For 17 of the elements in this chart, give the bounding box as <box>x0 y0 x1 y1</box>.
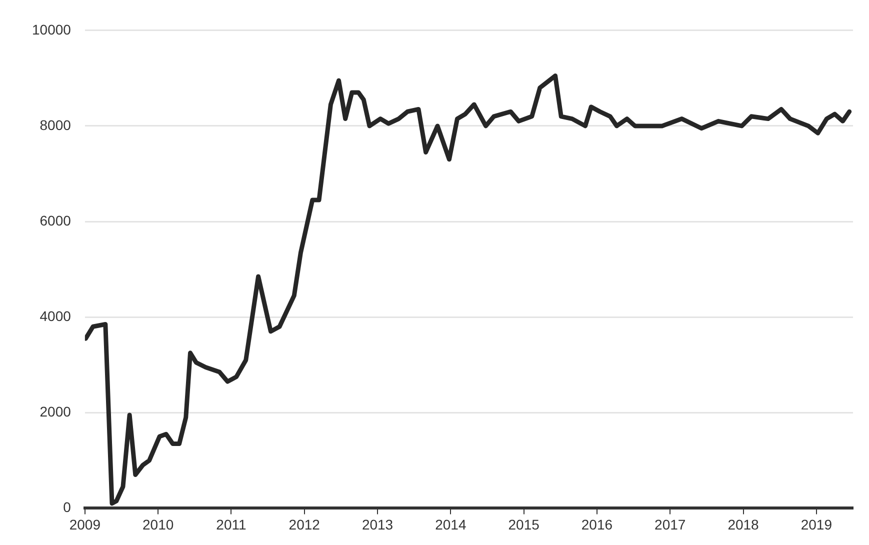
x-tick-label: 2013 <box>362 516 394 532</box>
x-tick-label: 2018 <box>728 516 760 532</box>
y-tick-label: 6000 <box>40 212 72 228</box>
x-tick-label: 2010 <box>142 516 174 532</box>
x-tick-label: 2019 <box>800 516 832 532</box>
x-tick-label: 2011 <box>216 516 246 532</box>
x-tick-label: 2016 <box>581 516 613 532</box>
x-tick-label: 2009 <box>69 516 101 532</box>
x-tick-label: 2015 <box>508 516 540 532</box>
y-tick-label: 10000 <box>32 21 72 38</box>
x-tick-label: 2014 <box>435 516 466 532</box>
y-tick-label: 2000 <box>40 404 72 420</box>
y-tick-label: 8000 <box>40 116 72 133</box>
x-tick-label: 2012 <box>288 516 320 532</box>
y-tick-label: 0 <box>63 499 72 516</box>
y-tick-label: 4000 <box>40 308 72 324</box>
x-tick-label: 2017 <box>654 516 686 532</box>
